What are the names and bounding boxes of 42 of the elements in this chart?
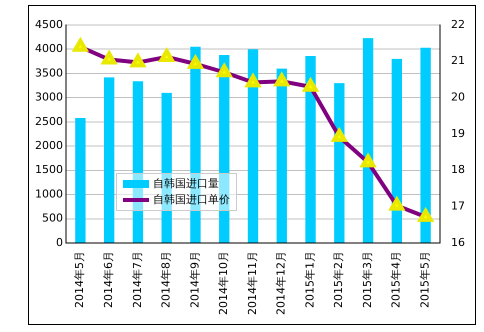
bar	[104, 77, 114, 243]
y-tick-label: 2500	[34, 114, 63, 128]
x-tick-label: 2015年4月	[390, 251, 403, 308]
bar	[362, 38, 374, 243]
bar	[334, 83, 344, 243]
y-tick-label: 2000	[34, 138, 63, 152]
y2-tick-label: 16	[451, 236, 466, 249]
bar	[420, 48, 431, 243]
x-tick-label: 2014年7月	[130, 251, 144, 308]
bar	[75, 118, 86, 243]
y-tick-label: 0	[56, 236, 63, 249]
x-tick-label: 2014年8月	[160, 251, 173, 308]
y2-tick-label: 18	[451, 163, 466, 176]
y2-tick-label: 17	[451, 200, 466, 213]
y-tick-label: 500	[42, 212, 63, 225]
bar	[248, 49, 258, 243]
legend-label: 自韩国进口单价	[152, 192, 230, 208]
bar	[219, 55, 230, 243]
y-tick-label: 3000	[34, 90, 63, 104]
bar	[392, 58, 402, 243]
y2-tick-label: 22	[451, 18, 466, 31]
bar	[276, 68, 287, 243]
y-tick-label: 1000	[34, 187, 63, 200]
x-tick-label: 2015年1月	[303, 251, 316, 308]
x-tick-label: 2015年2月	[332, 251, 346, 308]
legend-label: 自韩国进口量	[152, 176, 219, 192]
y-tick-label: 4000	[34, 42, 63, 56]
x-tick-label: 2015年5月	[418, 251, 432, 308]
y-tick-label: 1500	[34, 163, 63, 176]
x-tick-label: 2014年9月	[188, 251, 202, 308]
x-tick-label: 2015年3月	[360, 251, 374, 308]
x-tick-label: 2014年12月	[274, 251, 288, 316]
x-tick-label: 2014年6月	[102, 251, 116, 308]
bar	[305, 56, 316, 243]
y2-tick-label: 20	[451, 90, 466, 104]
y2-tick-label: 19	[451, 126, 466, 140]
x-tick-label: 2014年11月	[246, 251, 259, 316]
y-tick-label: 3500	[34, 66, 63, 80]
y-tick-label: 4500	[34, 18, 63, 31]
x-tick-label: 2014年5月	[73, 251, 86, 308]
x-tick-label: 2014年10月	[217, 251, 230, 316]
y2-tick-label: 21	[451, 54, 466, 68]
